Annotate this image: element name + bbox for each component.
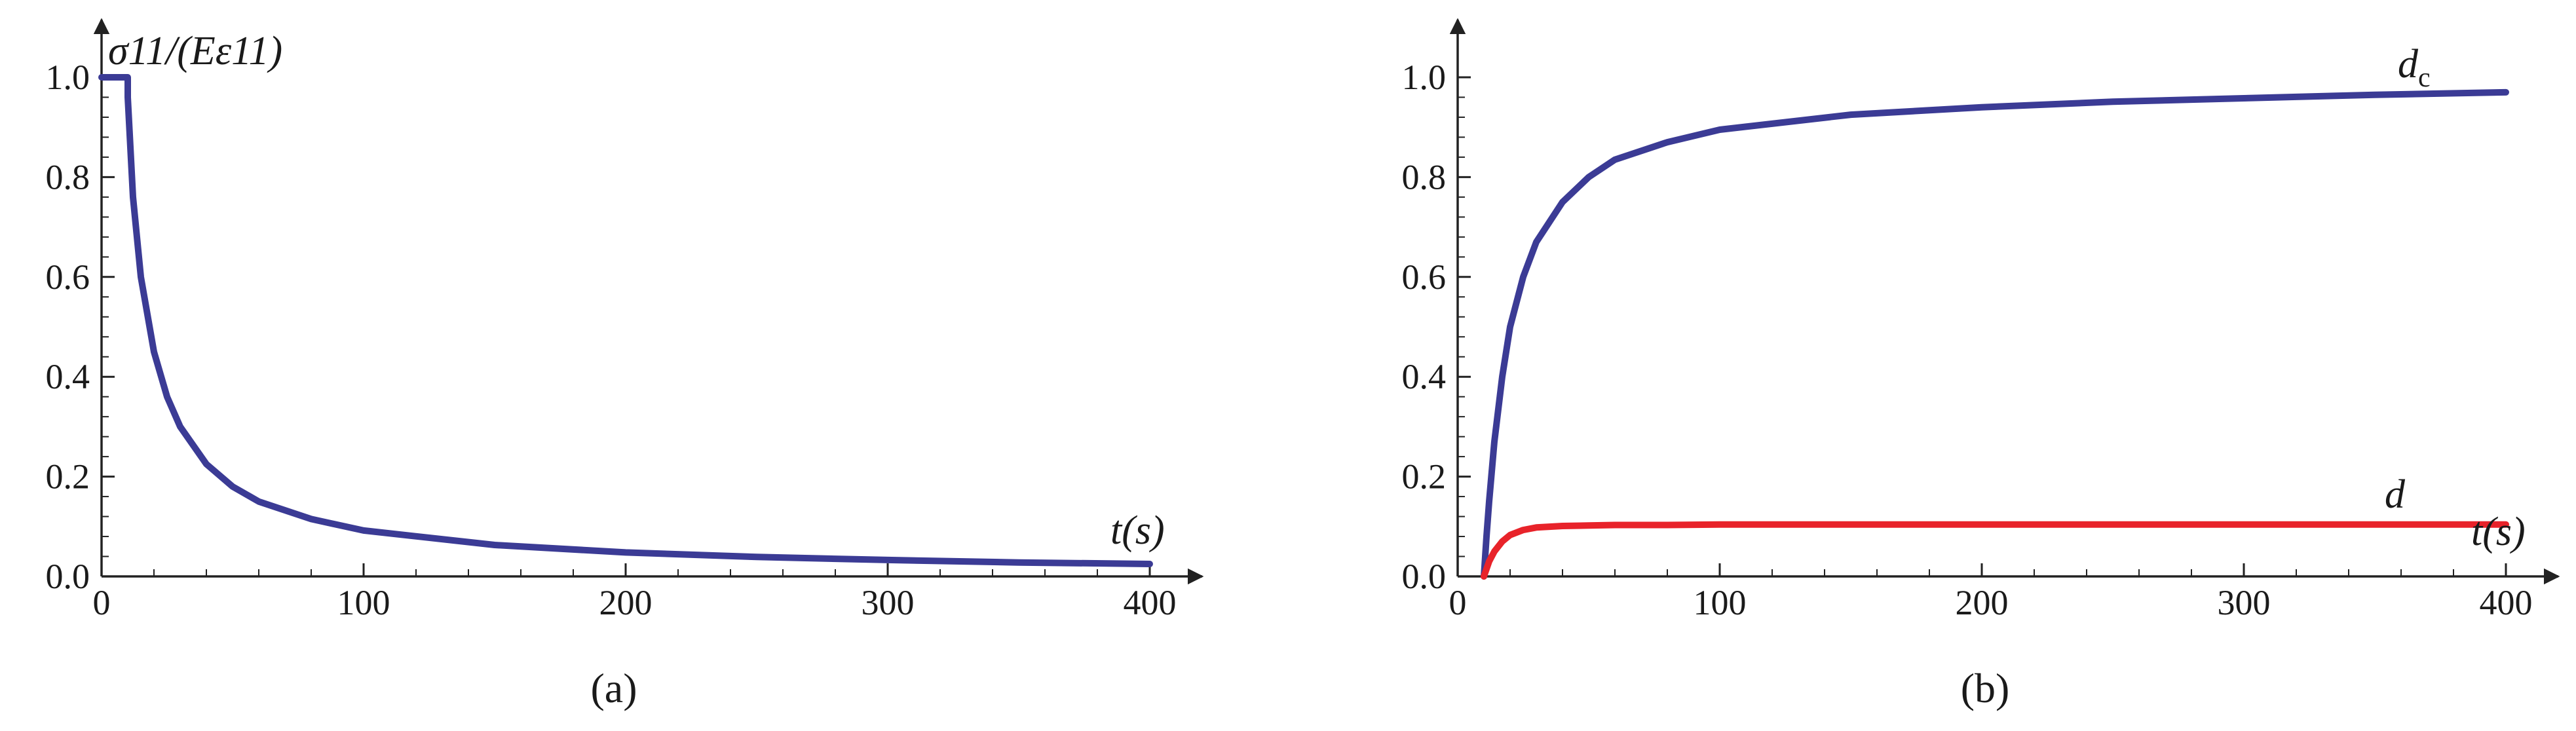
x-tick-label: 200 <box>1956 583 2009 622</box>
series-line-d <box>1481 521 2509 580</box>
panel-label-b: (b) <box>1961 665 2010 711</box>
panel-label-a: (a) <box>590 665 637 711</box>
chart-panel-b: 0 100 200 300 400 0.00.20.40.60.81.0 dc d t(… <box>1402 18 2560 711</box>
y-tick-labels: 0.0 0.2 0.4 0.6 0.8 1.0 <box>46 58 90 596</box>
y-tick-label: 0.0 <box>46 557 90 596</box>
y-tick-label: 0.6 <box>1402 257 1447 297</box>
x-tick-label: 400 <box>1124 583 1177 622</box>
x-tick-label: 100 <box>337 583 390 622</box>
y-tick-label: 0.0 <box>1402 557 1447 596</box>
y-tick-label: 0.2 <box>46 457 90 497</box>
x-tick-label: 200 <box>599 583 653 622</box>
series-label-dc-main: d <box>2398 42 2419 86</box>
x-axis-label: t(s) <box>1110 508 1165 553</box>
x-tick-label: 400 <box>2480 583 2533 622</box>
y-tick-label: 1.0 <box>1402 58 1447 97</box>
axis-ticks <box>1456 76 2507 578</box>
y-tick-label: 0.8 <box>46 157 90 197</box>
series-group <box>98 74 1153 567</box>
series-label-dc-sub: c <box>2418 63 2431 93</box>
x-axis-label: t(s) <box>2471 510 2526 554</box>
x-tick-label: 300 <box>862 583 915 622</box>
x-tick-label: 100 <box>1694 583 1747 622</box>
series-line <box>98 74 1153 567</box>
x-tick-labels: 0 100 200 300 400 <box>93 583 1177 622</box>
y-tick-label: 0.8 <box>1402 157 1447 197</box>
chart-panel-a: 0 100 200 300 400 0.0 0.2 0.4 0.6 0.8 1.0 σ11/(Eε… <box>46 18 1204 711</box>
y-tick-labels: 0.0 0.2 0.4 0.6 0.8 1.0 <box>1402 58 1447 596</box>
y-tick-label: 0.4 <box>46 357 90 396</box>
series-label-d: d <box>2385 472 2406 517</box>
series-group <box>1481 88 2509 580</box>
y-axis-label: σ11/(Eε11) <box>108 29 282 73</box>
series-line-dc <box>1481 88 2509 580</box>
y-tick-label: 0.2 <box>1402 457 1447 497</box>
y-tick-label: 0.6 <box>46 257 90 297</box>
y-tick-label: 0.4 <box>1402 357 1447 396</box>
series-label-dc: dc <box>2398 42 2431 93</box>
x-tick-label: 300 <box>2218 583 2271 622</box>
x-tick-label: 0 <box>93 583 111 622</box>
x-tick-label: 0 <box>1449 583 1467 622</box>
y-tick-label: 1.0 <box>46 58 90 97</box>
x-tick-labels: 0 100 200 300 400 <box>1449 583 2533 622</box>
